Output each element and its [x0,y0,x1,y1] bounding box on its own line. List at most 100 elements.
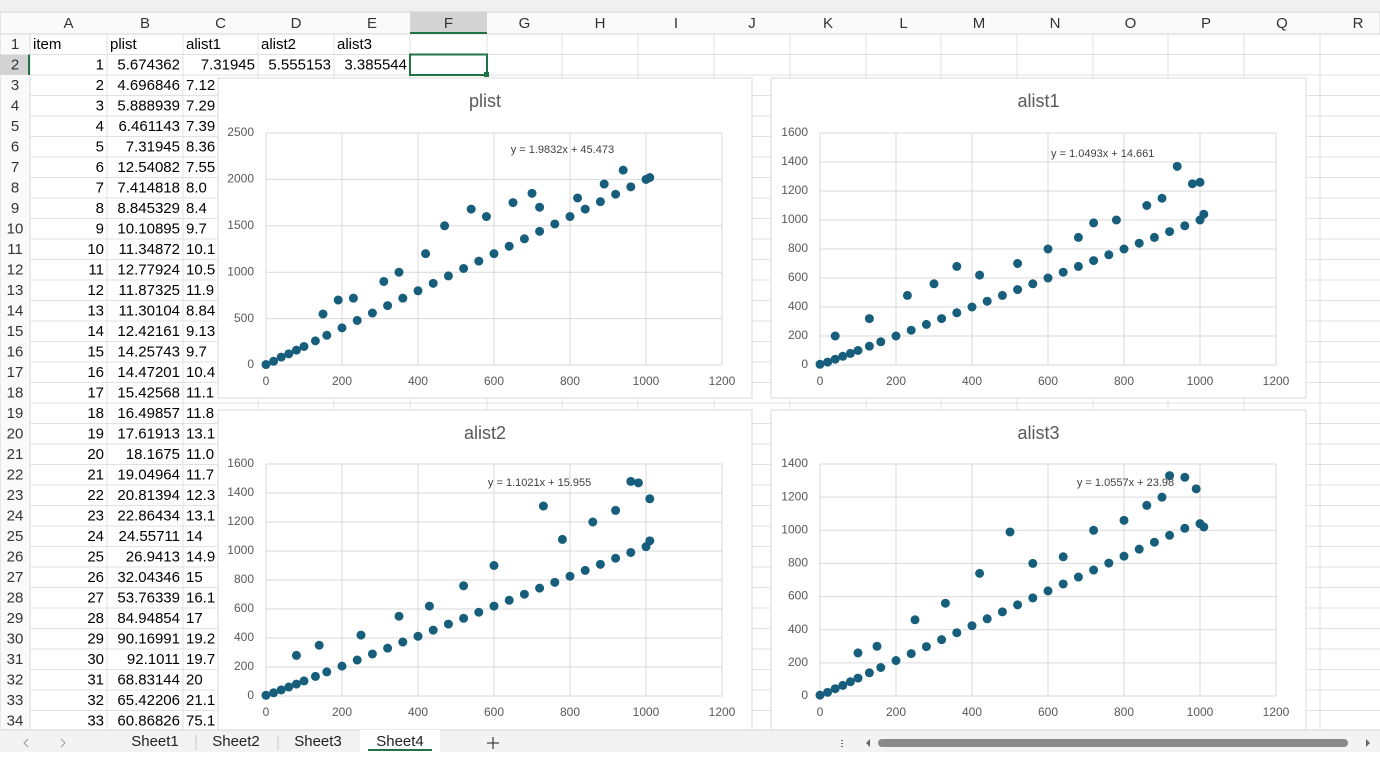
sheet-tab[interactable]: Sheet3 [294,733,342,750]
column-header[interactable]: H [595,15,606,32]
column-header[interactable]: P [1201,15,1211,32]
cell-text[interactable]: 6.461143 [119,118,180,135]
row-header[interactable]: 17 [7,364,24,381]
cell-text[interactable]: 32.04346 [117,569,180,586]
cell-text[interactable]: 11.9 [186,282,214,299]
row-header[interactable]: 11 [7,241,23,258]
cell-text[interactable]: 10.10895 [117,221,180,238]
cell-text[interactable]: 65.42206 [117,692,180,709]
chart[interactable]: 0 200 400 600 800 1000 1200 1400 1600 0 200 400 600 8… [770,77,1307,399]
cell-text[interactable]: 32 [87,692,104,709]
cell-text[interactable]: plist [110,36,138,53]
cell-text[interactable]: 7.12 [186,77,215,94]
cell-text[interactable]: 2 [96,77,104,94]
column-header[interactable]: A [63,15,73,32]
row-header[interactable]: 30 [7,631,24,648]
cell-text[interactable]: 14.25743 [117,344,180,361]
cell-text[interactable]: 1 [96,57,104,74]
cell-text[interactable]: 13.1 [186,508,215,525]
column-header[interactable]: E [367,15,377,32]
cell-text[interactable]: 16.1 [186,590,215,607]
row-header[interactable]: 19 [7,405,24,422]
row-header[interactable]: 9 [11,200,19,217]
chart[interactable]: 0 200 400 600 800 1000 1200 1400 0 200 400 600 800 10… [770,409,1307,741]
cell-text[interactable]: 11 [88,262,104,279]
row-header[interactable]: 24 [7,508,24,525]
cell-text[interactable]: 11.0 [186,446,214,463]
cell-text[interactable]: 23 [87,508,104,525]
cell-text[interactable]: 15 [186,569,203,586]
row-header[interactable]: 28 [7,590,24,607]
column-header[interactable]: I [674,15,678,32]
add-sheet-button[interactable] [487,737,499,749]
cell-text[interactable]: 10.5 [186,262,215,279]
cell-text[interactable]: 16.49857 [117,405,180,422]
column-header[interactable]: C [215,15,226,32]
row-header[interactable]: 20 [7,426,24,443]
cell-text[interactable]: 7 [96,180,104,197]
cell-text[interactable]: 4 [96,118,104,135]
cell-text[interactable]: 33 [87,713,104,730]
cell-text[interactable]: 5 [96,139,104,156]
cell-text[interactable]: 15 [87,344,104,361]
cell-text[interactable]: 8.36 [186,139,215,156]
cell-text[interactable]: 19 [87,426,104,443]
scroll-left[interactable] [866,739,870,747]
row-header[interactable]: 29 [7,610,24,627]
cell-text[interactable]: 7.414818 [117,180,180,197]
row-header[interactable]: 32 [7,672,24,689]
cell-text[interactable]: 21 [87,467,104,484]
cell-text[interactable]: 12.42161 [117,323,180,340]
nav-left[interactable] [23,738,29,748]
row-header[interactable]: 27 [7,569,24,586]
cell-text[interactable]: 5.555153 [268,57,331,74]
row-header[interactable]: 8 [11,180,19,197]
row-header[interactable]: 23 [7,487,24,504]
column-header[interactable]: M [973,15,986,32]
scroll-right[interactable] [1366,739,1370,747]
row-header[interactable]: 1 [11,36,19,53]
cell-text[interactable]: 7.31945 [201,57,255,74]
cell-text[interactable]: 19.7 [186,651,215,668]
cell-text[interactable]: 8.84 [186,303,215,320]
cell-text[interactable]: alist3 [337,36,372,53]
cell-text[interactable]: 7.55 [186,159,215,176]
chart[interactable]: 0 500 1000 1500 2000 2500 0 200 400 600 800 1000 120… [217,77,753,399]
cell-text[interactable]: 84.94854 [117,610,180,627]
cell-text[interactable]: 9 [96,221,104,238]
column-header[interactable]: Q [1276,15,1288,32]
cell-text[interactable]: 21.1 [186,692,215,709]
cell-text[interactable]: 18.1675 [126,446,180,463]
row-header[interactable]: 12 [7,262,24,279]
row-header[interactable]: 25 [7,528,24,545]
cell-text[interactable]: 10.4 [186,364,215,381]
cell-text[interactable]: 30 [87,651,104,668]
cell-text[interactable]: 9.7 [186,221,207,238]
cell-text[interactable]: 17 [87,385,104,402]
cell-text[interactable]: item [33,36,61,53]
row-header[interactable]: 33 [7,692,24,709]
cell-text[interactable]: 25 [87,549,104,566]
row-header[interactable]: 34 [7,713,24,730]
cell-text[interactable]: 13 [87,303,104,320]
row-header[interactable]: 2 [11,57,19,74]
cell-text[interactable]: 8.0 [186,180,207,197]
row-header[interactable]: 6 [11,139,19,156]
cell-text[interactable]: 53.76339 [117,590,180,607]
row-header[interactable]: 21 [7,446,24,463]
cell-text[interactable]: 7.31945 [126,139,180,156]
cell-text[interactable]: alist2 [261,36,296,53]
cell-text[interactable]: 27 [87,590,104,607]
row-header[interactable]: 18 [7,385,24,402]
cell-text[interactable]: 75.1 [186,713,215,730]
row-header[interactable]: 13 [7,282,24,299]
cell-text[interactable]: 11.34872 [119,241,180,258]
cell-text[interactable]: 92.1011 [127,651,180,668]
row-header[interactable]: 4 [11,98,19,115]
row-header[interactable]: 31 [7,651,24,668]
cell-text[interactable]: 14.9 [186,549,215,566]
cell-text[interactable]: 18 [87,405,104,422]
cell-text[interactable]: 11.1 [186,385,214,402]
cell-text[interactable]: 8.845329 [117,200,180,217]
nav-right[interactable] [60,738,66,748]
